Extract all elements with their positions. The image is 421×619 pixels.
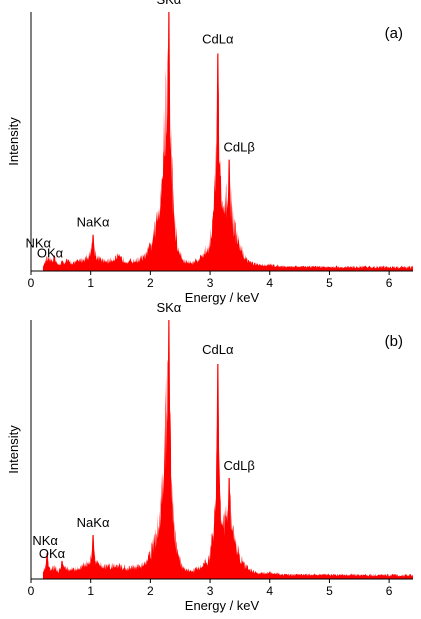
x-tick-label: 6 [386, 276, 393, 290]
x-tick-label: 2 [147, 276, 154, 290]
peak-label: CdLβ [223, 140, 254, 155]
x-axis-label: Energy / keV [185, 598, 260, 613]
peak-spike [52, 255, 57, 271]
peak-label: CdLα [202, 342, 234, 357]
peak-spike [90, 534, 96, 579]
panel-label: (b) [385, 333, 403, 350]
x-tick-label: 4 [266, 276, 273, 290]
peak-spike [166, 320, 172, 579]
peak-label: NaKα [77, 215, 110, 230]
peak-label: OKα [39, 546, 66, 561]
x-tick-label: 1 [87, 276, 94, 290]
peak-spike [44, 553, 50, 579]
x-tick-label: 3 [207, 584, 214, 598]
peak-label: NKα [32, 533, 58, 548]
peak-spike [215, 53, 221, 271]
y-axis-label: Intensity [6, 117, 21, 166]
x-tick-label: 6 [386, 584, 393, 598]
peak-spike [166, 12, 172, 271]
peak-spike [59, 560, 65, 579]
x-tick-label: 2 [147, 584, 154, 598]
peak-spike [59, 260, 65, 271]
peak-label: NKα [25, 235, 51, 250]
peak-spike [226, 477, 232, 579]
y-axis-label: Intensity [6, 425, 21, 474]
x-tick-label: 1 [87, 584, 94, 598]
peak-label: CdLα [202, 31, 234, 46]
x-tick-label: 4 [266, 584, 273, 598]
peak-spike [226, 159, 232, 271]
peak-label: CdLβ [223, 458, 254, 473]
x-tick-label: 5 [326, 584, 333, 598]
peak-label: SKα [156, 0, 181, 7]
peak-label: NaKα [77, 515, 110, 530]
peak-label: OKα [37, 246, 64, 261]
x-tick-label: 0 [28, 276, 35, 290]
peak-label: SKα [156, 300, 181, 315]
peak-spike [90, 234, 96, 271]
x-tick-label: 3 [207, 276, 214, 290]
peak-spike [215, 364, 221, 579]
x-tick-label: 0 [28, 584, 35, 598]
panel-label: (a) [385, 25, 403, 42]
x-tick-label: 5 [326, 276, 333, 290]
x-axis-label: Energy / keV [185, 290, 260, 305]
